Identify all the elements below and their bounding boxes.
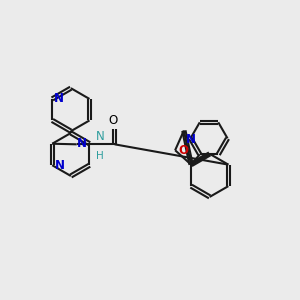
Text: N: N: [186, 133, 196, 146]
Text: O: O: [179, 144, 189, 157]
Text: O: O: [109, 114, 118, 127]
Text: N: N: [55, 159, 64, 172]
Text: N: N: [77, 137, 87, 150]
Text: N: N: [54, 92, 64, 105]
Text: N: N: [96, 130, 105, 143]
Text: H: H: [96, 151, 104, 161]
